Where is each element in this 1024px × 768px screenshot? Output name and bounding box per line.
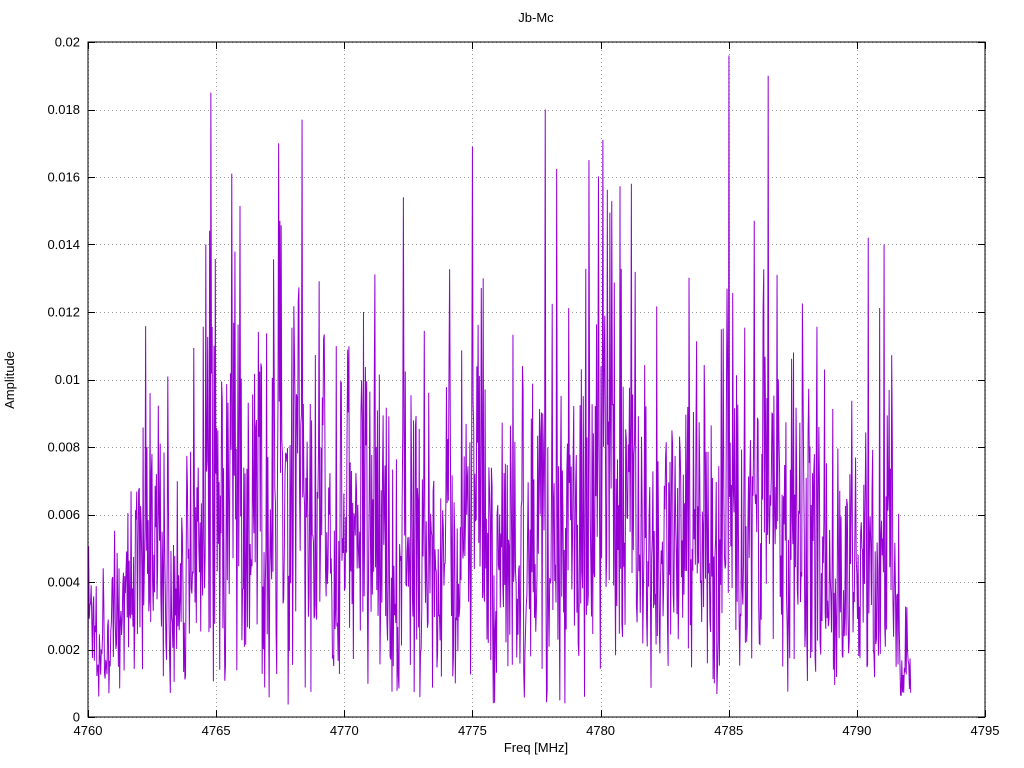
x-tick-label: 4770 bbox=[330, 723, 359, 738]
y-tick-label: 0.012 bbox=[47, 305, 80, 320]
y-tick-label: 0.002 bbox=[47, 642, 80, 657]
y-tick-labels: 0 0.002 0.004 0.006 0.008 0.01 0.012 0.014 0.016… bbox=[47, 35, 80, 725]
x-tick-labels: 4760 4765 4770 4775 4780 4785 4790 4795 bbox=[74, 723, 1000, 738]
spectrum-line bbox=[87, 55, 912, 705]
x-tick-label: 4760 bbox=[74, 723, 103, 738]
y-tick-label: 0.004 bbox=[47, 575, 80, 590]
y-tick-label: 0.014 bbox=[47, 237, 80, 252]
y-axis-label: Amplitude bbox=[2, 351, 17, 409]
y-tick-label: 0 bbox=[73, 710, 80, 725]
x-tick-label: 4790 bbox=[842, 723, 871, 738]
chart-title: Jb-Mc bbox=[518, 10, 554, 25]
y-tick-label: 0.018 bbox=[47, 102, 80, 117]
y-tick-label: 0.006 bbox=[47, 507, 80, 522]
x-tick-label: 4785 bbox=[714, 723, 743, 738]
x-tick-label: 4765 bbox=[202, 723, 231, 738]
x-tick-label: 4775 bbox=[458, 723, 487, 738]
y-tick-label: 0.02 bbox=[55, 35, 80, 50]
x-axis-label: Freq [MHz] bbox=[504, 740, 568, 755]
y-tick-label: 0.008 bbox=[47, 440, 80, 455]
y-tick-label: 0.01 bbox=[55, 372, 80, 387]
y-tick-label: 0.016 bbox=[47, 170, 80, 185]
x-tick-label: 4780 bbox=[586, 723, 615, 738]
plot-border bbox=[87, 41, 986, 718]
axis-ticks bbox=[88, 42, 986, 718]
x-tick-label: 4795 bbox=[971, 723, 1000, 738]
